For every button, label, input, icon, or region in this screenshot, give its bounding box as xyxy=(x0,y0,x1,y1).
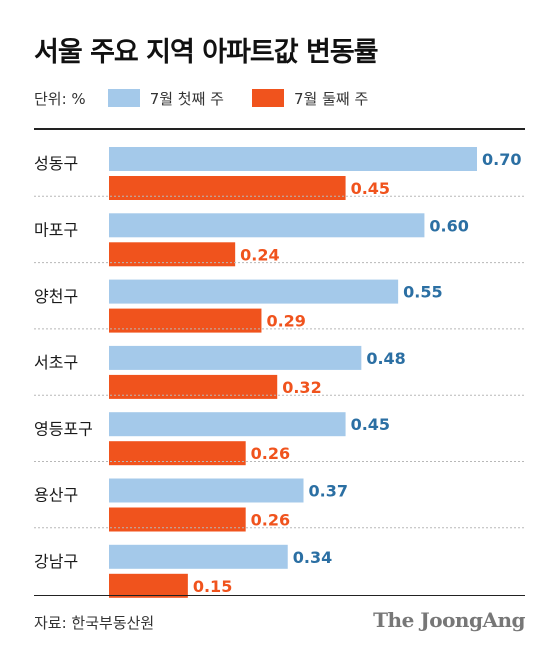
bar-series-2 xyxy=(109,242,236,267)
category-label: 서초구 xyxy=(34,353,78,372)
legend-label-series-1: 7월 첫째 주 xyxy=(149,89,224,108)
source-note: 자료: 한국부동산원 xyxy=(34,614,155,632)
legend: 단위: % 7월 첫째 주 7월 둘째 주 xyxy=(34,86,396,110)
bar-series-2 xyxy=(109,441,246,466)
data-label-series-1: 0.48 xyxy=(366,349,405,368)
bar-series-1 xyxy=(109,345,362,370)
data-label-series-2: 0.45 xyxy=(351,179,390,198)
data-label-series-1: 0.37 xyxy=(309,482,348,501)
brand-logo: The JoongAng xyxy=(373,608,525,632)
bar-series-1 xyxy=(109,412,346,437)
category-label: 마포구 xyxy=(34,220,78,239)
bar-series-1 xyxy=(109,213,425,238)
category-label: 성동구 xyxy=(34,154,78,173)
category-label: 영등포구 xyxy=(34,419,93,438)
bar-series-2 xyxy=(109,507,246,532)
bar-series-1 xyxy=(109,544,288,569)
chart-title: 서울 주요 지역 아파트값 변동률 xyxy=(34,37,379,68)
data-label-series-1: 0.34 xyxy=(293,548,332,567)
bottom-rule xyxy=(34,595,525,596)
data-label-series-2: 0.24 xyxy=(240,245,279,264)
legend-item-series-2: 7월 둘째 주 xyxy=(251,88,369,109)
unit-label: 단위: % xyxy=(34,89,86,108)
data-label-series-1: 0.55 xyxy=(403,283,442,302)
legend-label-series-2: 7월 둘째 주 xyxy=(293,89,369,108)
legend-item-series-1: 7월 첫째 주 xyxy=(107,88,224,109)
bar-series-1 xyxy=(109,279,399,304)
data-label-series-2: 0.32 xyxy=(282,378,321,397)
data-label-series-1: 0.70 xyxy=(482,150,521,169)
data-label-series-2: 0.29 xyxy=(266,312,305,331)
category-label: 강남구 xyxy=(34,552,78,571)
data-label-series-2: 0.15 xyxy=(193,577,232,596)
data-label-series-1: 0.60 xyxy=(429,216,468,235)
category-label: 용산구 xyxy=(34,486,78,505)
data-label-series-2: 0.26 xyxy=(251,511,290,530)
bar-series-2 xyxy=(109,374,278,399)
legend-swatch-series-1 xyxy=(107,89,140,107)
bar-series-1 xyxy=(109,147,477,171)
data-label-series-1: 0.45 xyxy=(351,415,390,434)
legend-swatch-series-2 xyxy=(251,89,284,107)
data-label-series-2: 0.26 xyxy=(251,444,290,463)
bar-series-2 xyxy=(109,573,188,598)
top-rule xyxy=(34,128,525,130)
category-label: 양천구 xyxy=(34,287,78,306)
bar-series-1 xyxy=(109,478,304,503)
